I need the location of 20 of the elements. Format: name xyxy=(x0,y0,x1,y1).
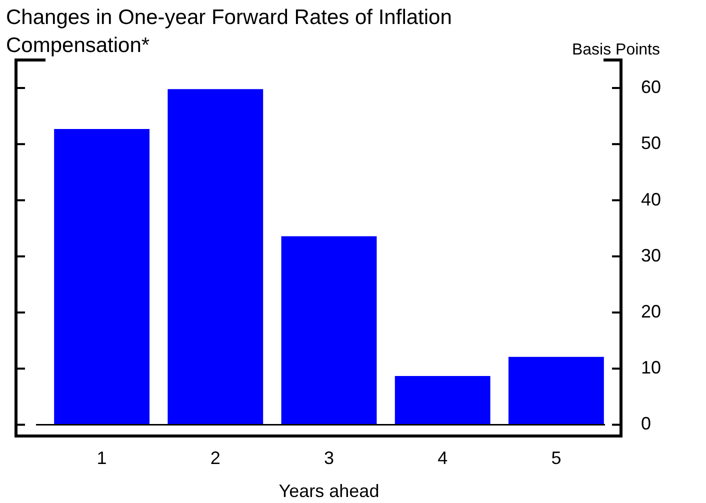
x-tick-label: 5 xyxy=(551,448,562,468)
x-axis-title: Years ahead xyxy=(278,481,380,502)
bar xyxy=(281,236,377,425)
y-tick-label: 0 xyxy=(641,414,652,434)
bar xyxy=(54,129,150,425)
bar xyxy=(508,356,604,425)
y-tick-label: 20 xyxy=(641,302,662,322)
x-tick-label: 3 xyxy=(324,448,334,468)
y-tick-label: 60 xyxy=(641,77,662,98)
x-tick-label: 1 xyxy=(96,448,107,468)
bar xyxy=(394,376,490,425)
chart-title: Changes in One-year Forward Rates of Inflation Compensation* xyxy=(6,5,453,59)
y-tick-label: 30 xyxy=(641,245,662,266)
y-axis-title: Basis Points xyxy=(572,41,660,58)
x-tick-label: 2 xyxy=(210,448,220,468)
y-tick-label: 10 xyxy=(641,358,662,378)
x-tick-label: 4 xyxy=(438,448,448,468)
y-tick-label: 40 xyxy=(641,189,662,210)
bar xyxy=(168,89,264,425)
y-tick-label: 50 xyxy=(641,133,662,154)
